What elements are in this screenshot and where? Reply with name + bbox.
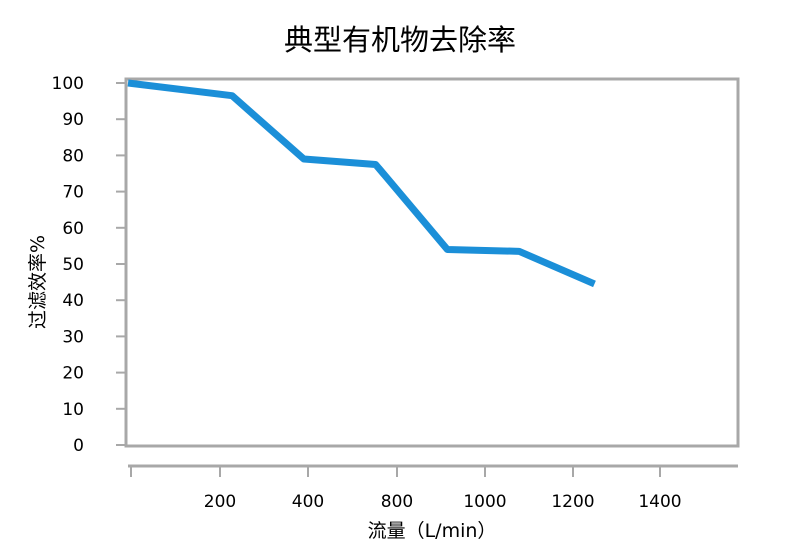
y-tick-label: 30 — [62, 327, 84, 347]
data-points — [127, 82, 595, 285]
x-axis-label: 流量（L/min） — [368, 520, 497, 542]
x-tick-label: 200 — [204, 492, 236, 512]
x-tick-label: 400 — [292, 492, 324, 512]
y-axis-ticks: 0 10 20 30 40 50 60 70 80 90 100 — [52, 74, 126, 456]
y-axis-label: 过滤效率% — [27, 235, 49, 329]
x-tick-label: 1400 — [638, 492, 681, 512]
y-tick-label: 60 — [62, 219, 84, 239]
y-tick-label: 70 — [62, 183, 84, 203]
x-tick-label: 800 — [381, 492, 413, 512]
y-tick-label: 50 — [62, 255, 84, 275]
y-tick-label: 10 — [62, 400, 84, 420]
x-tick-label: 1200 — [551, 492, 594, 512]
y-tick-label: 0 — [73, 436, 84, 456]
x-axis-ticks: 200 400 800 1000 1200 1400 — [130, 466, 682, 512]
y-tick-label: 40 — [62, 291, 84, 311]
y-tick-label: 90 — [62, 110, 84, 130]
chart-title: 典型有机物去除率 — [284, 23, 516, 57]
x-tick-label: 1000 — [463, 492, 506, 512]
y-tick-label: 100 — [52, 74, 84, 94]
y-tick-label: 80 — [62, 146, 84, 166]
y-tick-label: 20 — [62, 364, 84, 384]
data-series-line — [127, 79, 596, 288]
plot-frame — [124, 77, 740, 448]
